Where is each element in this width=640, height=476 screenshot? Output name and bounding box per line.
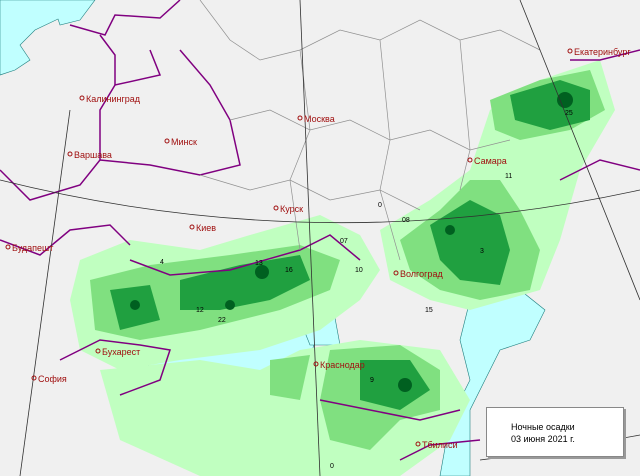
city-labels: Калининград Варшава Минск Москва Курск К… [5, 47, 631, 450]
svg-text:София: София [38, 374, 67, 384]
precipitation-heavy [110, 80, 590, 410]
city-krasnodar: Краснодар [313, 360, 365, 370]
country-borders [0, 0, 640, 461]
svg-text:9: 9 [370, 377, 374, 384]
precipitation-max [130, 92, 573, 392]
svg-text:0: 0 [330, 463, 334, 470]
svg-text:13: 13 [255, 260, 263, 267]
svg-text:0: 0 [378, 202, 382, 209]
svg-text:Бухарест: Бухарест [102, 347, 140, 357]
region-borders [199, 0, 541, 261]
svg-text:Тбилиси: Тбилиси [422, 440, 458, 450]
city-kiev: Киев [189, 223, 216, 233]
city-bucharest: Бухарест [95, 347, 140, 357]
svg-text:Москва: Москва [304, 114, 335, 124]
svg-text:3: 3 [480, 248, 484, 255]
city-kursk: Курск [273, 204, 303, 214]
svg-text:Волгоград: Волгоград [400, 269, 443, 279]
svg-text:Самара: Самара [474, 156, 507, 166]
svg-text:Краснодар: Краснодар [320, 360, 365, 370]
city-budapest: Будапешт [5, 243, 53, 253]
legend-title: Ночные осадки [511, 422, 575, 432]
city-volgograd: Волгоград [393, 269, 443, 279]
svg-text:Варшава: Варшава [74, 150, 112, 160]
svg-text:12: 12 [196, 307, 204, 314]
svg-text:16: 16 [285, 267, 293, 274]
city-kaliningrad: Калининград [79, 94, 141, 104]
city-moscow: Москва [297, 114, 335, 124]
city-sofia: София [31, 374, 67, 384]
svg-text:11: 11 [505, 173, 512, 180]
svg-text:4: 4 [160, 259, 164, 266]
city-samara: Самара [467, 156, 507, 166]
city-tbilisi: Тбилиси [415, 440, 458, 450]
baltic-sea [0, 0, 96, 76]
svg-text:22: 22 [218, 317, 226, 324]
city-minsk: Минск [164, 137, 197, 147]
svg-text:07: 07 [340, 238, 348, 245]
precip-values: 0 07 13 16 10 22 12 15 11 08 25 3 9 4 0 [160, 110, 573, 470]
svg-text:Курск: Курск [280, 204, 303, 214]
city-yekaterinburg: Екатеринбург [567, 47, 631, 57]
svg-text:25: 25 [565, 110, 573, 117]
city-warsaw: Варшава [67, 150, 112, 160]
svg-text:Будапешт: Будапешт [12, 243, 53, 253]
svg-text:15: 15 [425, 307, 433, 314]
caspian-sea [439, 289, 546, 476]
svg-text:10: 10 [355, 267, 363, 274]
svg-text:Минск: Минск [171, 137, 197, 147]
svg-text:08: 08 [402, 217, 410, 224]
svg-text:Екатеринбург: Екатеринбург [574, 47, 631, 57]
svg-text:Киев: Киев [196, 223, 216, 233]
map-legend: Ночные осадки 03 июня 2021 г. [486, 407, 624, 457]
svg-text:Калининград: Калининград [86, 94, 141, 104]
legend-date: 03 июня 2021 г. [511, 434, 575, 444]
